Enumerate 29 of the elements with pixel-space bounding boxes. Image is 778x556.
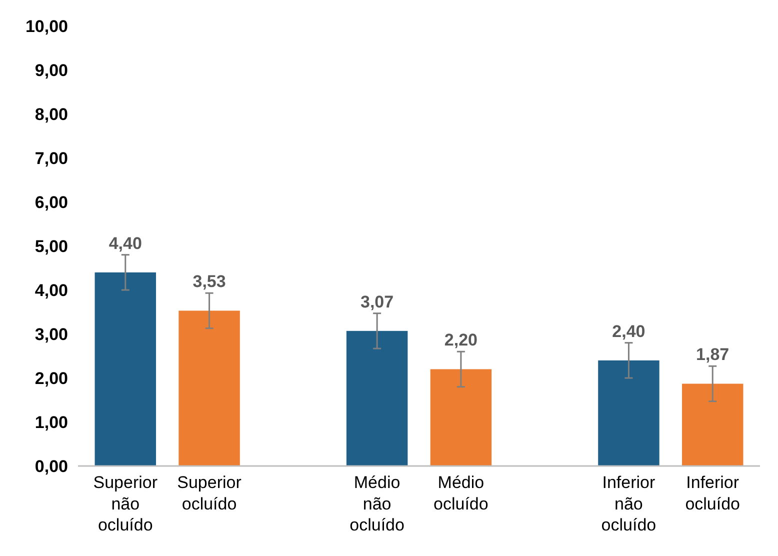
x-tick-label: Médio ocluído (434, 473, 488, 514)
bar (178, 310, 240, 466)
y-tick-label: 3,00 (34, 324, 68, 344)
bar (682, 384, 744, 466)
y-tick-label: 10,00 (25, 16, 68, 36)
bar (346, 330, 408, 466)
y-tick-label: 8,00 (34, 104, 68, 124)
data-label: 4,40 (108, 234, 142, 253)
data-label: 2,40 (612, 322, 646, 341)
y-tick-label: 5,00 (34, 236, 68, 256)
bar (598, 360, 660, 466)
data-label: 2,20 (444, 330, 478, 350)
y-tick-label: 4,00 (34, 280, 68, 300)
x-tick-label: Inferior não ocluído (601, 473, 656, 534)
x-tick-label: Superior não ocluído (93, 473, 158, 534)
data-label: 3,53 (192, 272, 226, 292)
y-tick-label: 1,00 (34, 412, 68, 432)
bar (94, 272, 156, 466)
y-tick-label: 6,00 (34, 192, 68, 212)
x-tick-label: Médio não ocluído (350, 473, 404, 534)
bar (430, 369, 492, 466)
y-tick-label: 0,00 (34, 456, 68, 476)
y-tick-label: 9,00 (34, 60, 68, 80)
y-tick-label: 7,00 (34, 148, 68, 168)
data-label: 3,07 (360, 292, 394, 312)
x-tick-label: Superior ocluído (177, 473, 242, 514)
data-label: 1,87 (696, 345, 730, 364)
x-tick-label: Inferior ocluído (685, 473, 740, 514)
y-tick-label: 2,00 (34, 368, 68, 388)
